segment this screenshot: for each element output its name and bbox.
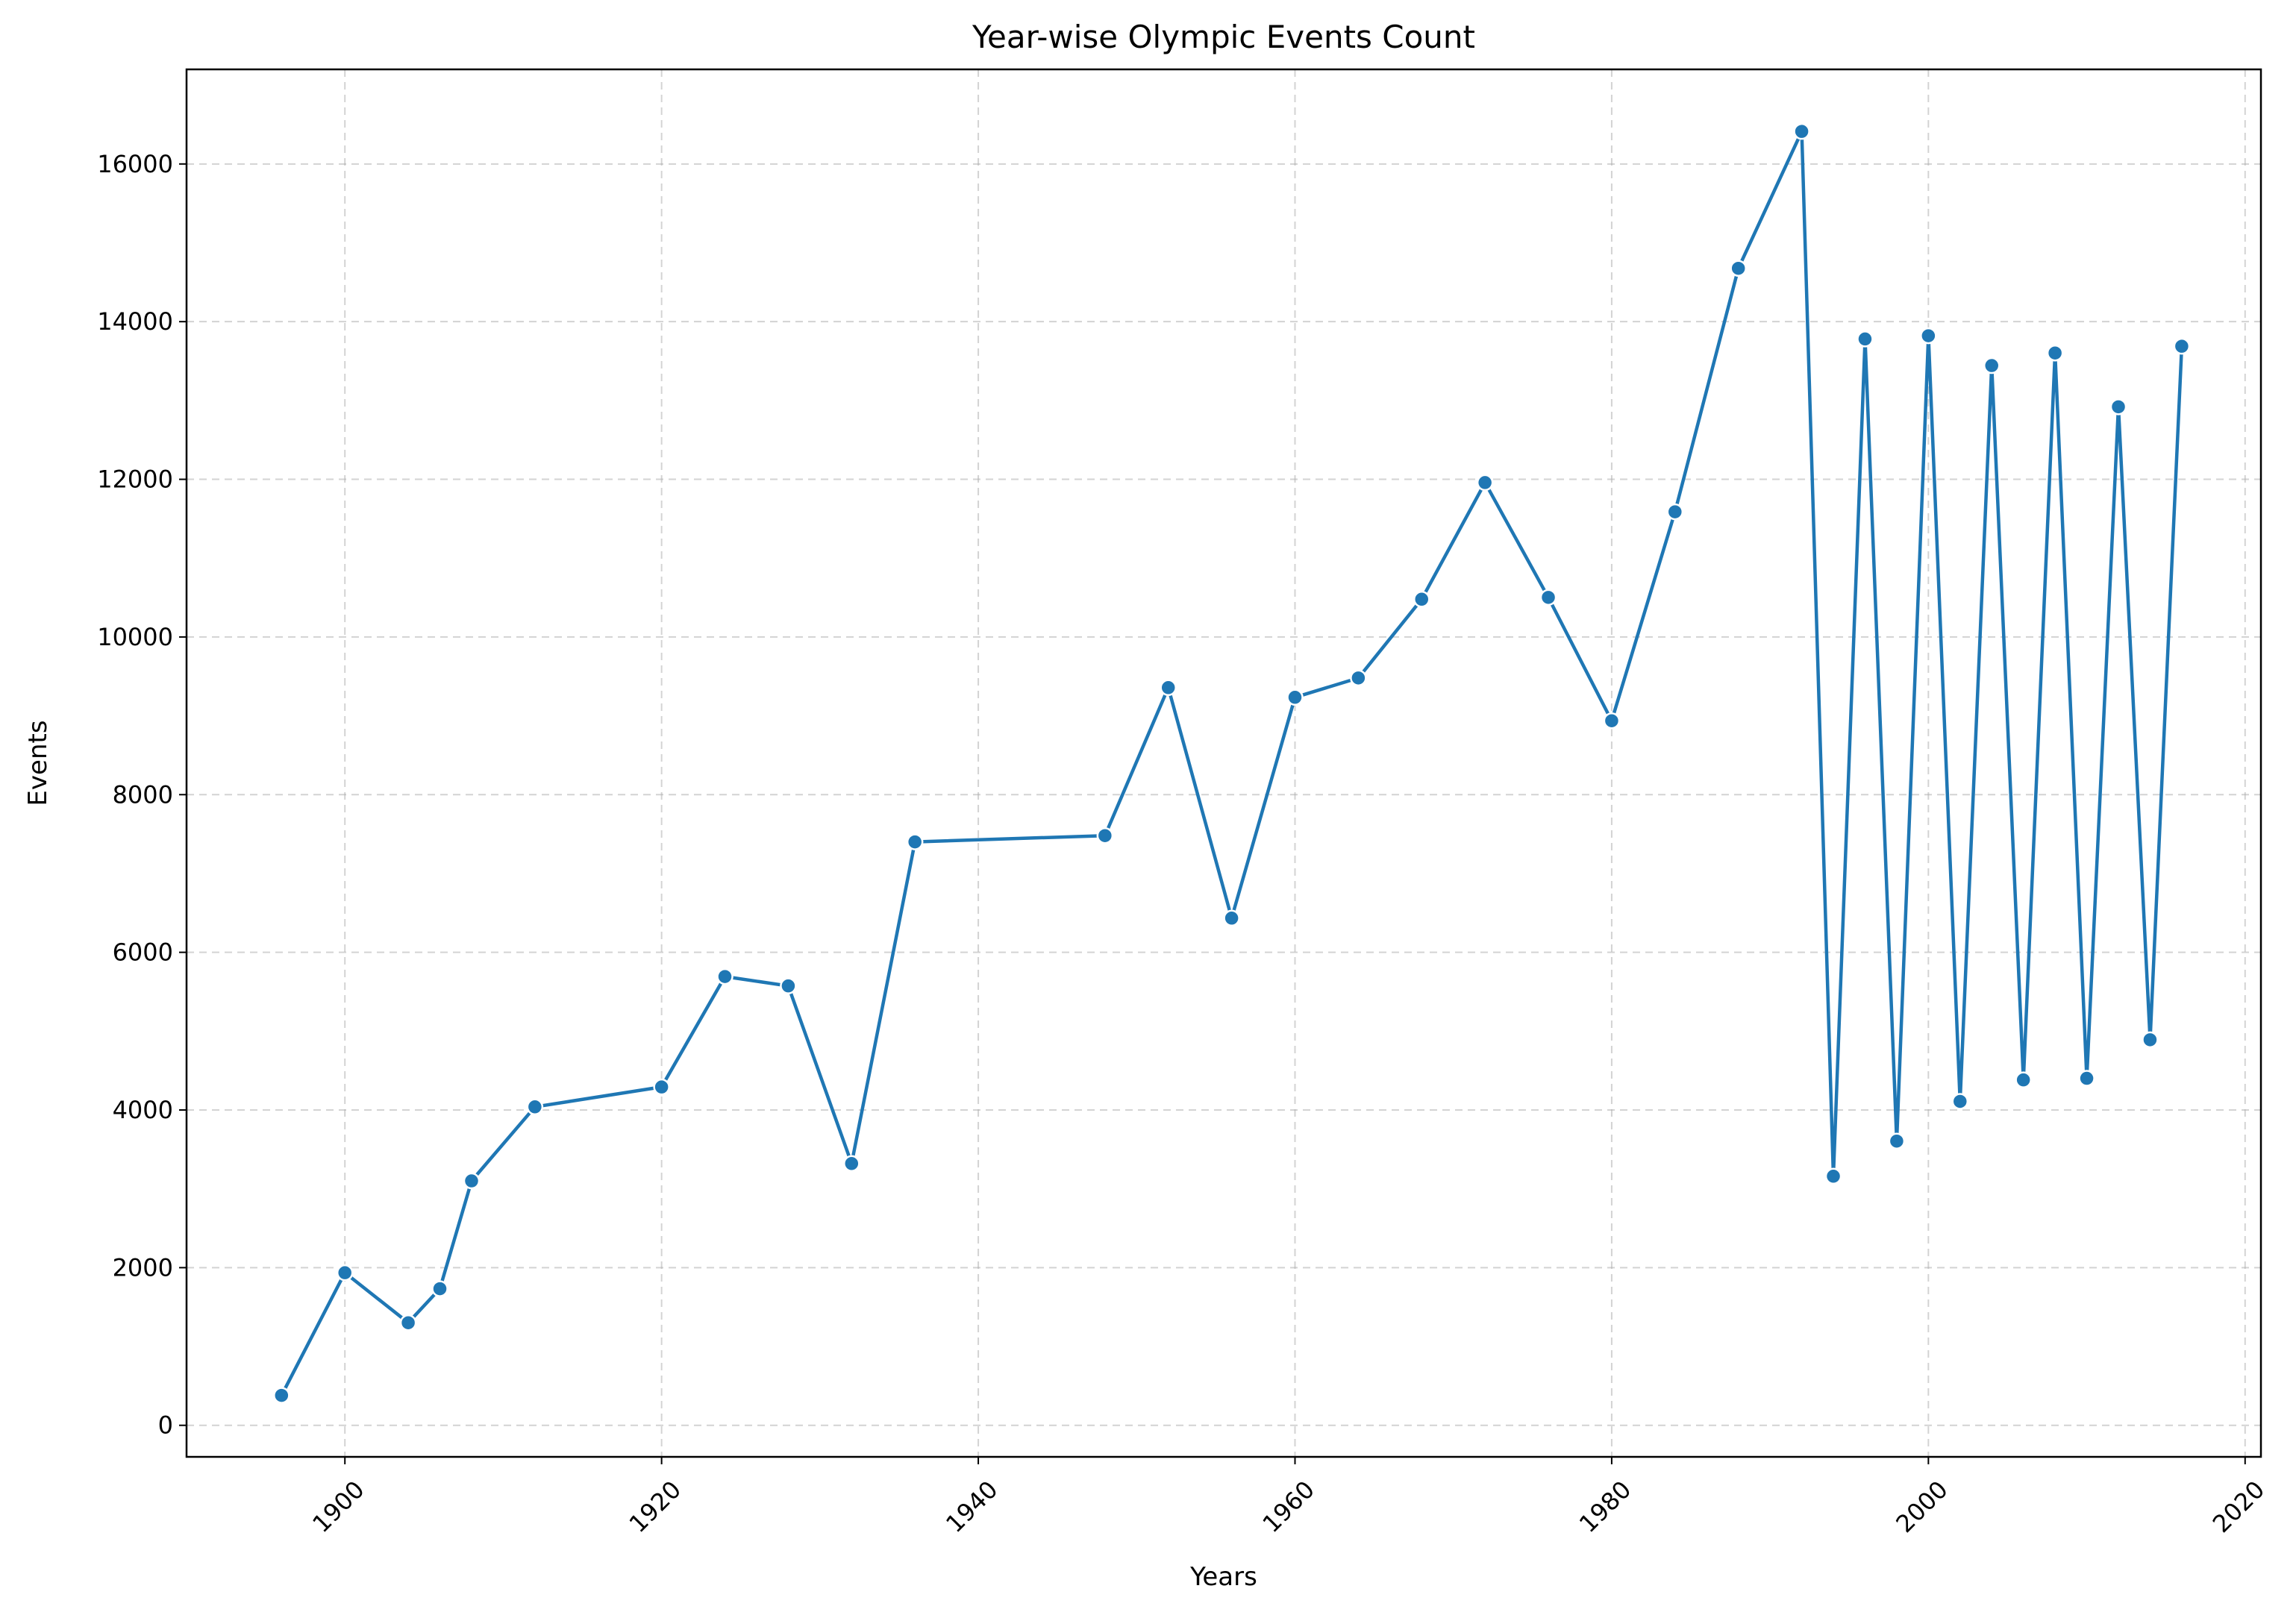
data-point	[1160, 679, 1177, 697]
data-point	[399, 1314, 417, 1332]
y-axis-label: Events	[23, 720, 53, 806]
data-point	[2109, 398, 2127, 415]
data-point	[1286, 689, 1304, 706]
data-point	[431, 1280, 448, 1297]
data-point	[1856, 330, 1874, 348]
y-tick-label: 4000	[113, 1096, 173, 1124]
data-point	[1920, 327, 1937, 345]
data-point	[2078, 1070, 2095, 1087]
data-point	[2173, 337, 2191, 355]
y-tick-label: 2000	[113, 1253, 173, 1282]
data-point	[653, 1078, 670, 1096]
data-point	[906, 833, 924, 850]
data-point	[2015, 1071, 2032, 1088]
data-point	[1666, 503, 1684, 521]
y-tick-label: 10000	[97, 623, 173, 651]
x-axis-label: Years	[1189, 1562, 1257, 1592]
data-point	[2142, 1031, 2159, 1049]
chart-title: Year-wise Olympic Events Count	[972, 19, 1475, 55]
data-point	[336, 1264, 354, 1282]
data-point	[1350, 669, 1367, 687]
plot-frame	[185, 68, 2262, 1458]
data-point	[273, 1387, 290, 1404]
data-point	[2046, 344, 2064, 362]
data-point	[1793, 122, 1810, 140]
data-point	[1476, 474, 1494, 492]
data-point	[463, 1172, 481, 1190]
data-point	[1824, 1167, 1842, 1185]
data-point	[1603, 712, 1621, 730]
data-point	[843, 1155, 860, 1173]
data-point	[1413, 591, 1430, 608]
y-tick-label: 14000	[97, 307, 173, 336]
y-tick-label: 6000	[113, 938, 173, 967]
y-tick-label: 0	[158, 1411, 173, 1440]
data-point	[1888, 1132, 1906, 1150]
data-point	[526, 1098, 544, 1116]
data-point	[1539, 589, 1557, 606]
data-point	[1951, 1093, 1969, 1110]
data-point	[1223, 909, 1240, 927]
data-point	[716, 968, 733, 985]
data-point	[780, 977, 797, 994]
data-point	[1730, 260, 1747, 277]
y-tick-label: 12000	[97, 465, 173, 494]
series-layer	[273, 122, 2191, 1404]
y-tick-label: 16000	[97, 150, 173, 178]
y-tick-label: 8000	[113, 780, 173, 809]
data-point	[1983, 357, 2001, 374]
data-point	[1096, 827, 1114, 844]
grid	[187, 69, 2261, 1457]
